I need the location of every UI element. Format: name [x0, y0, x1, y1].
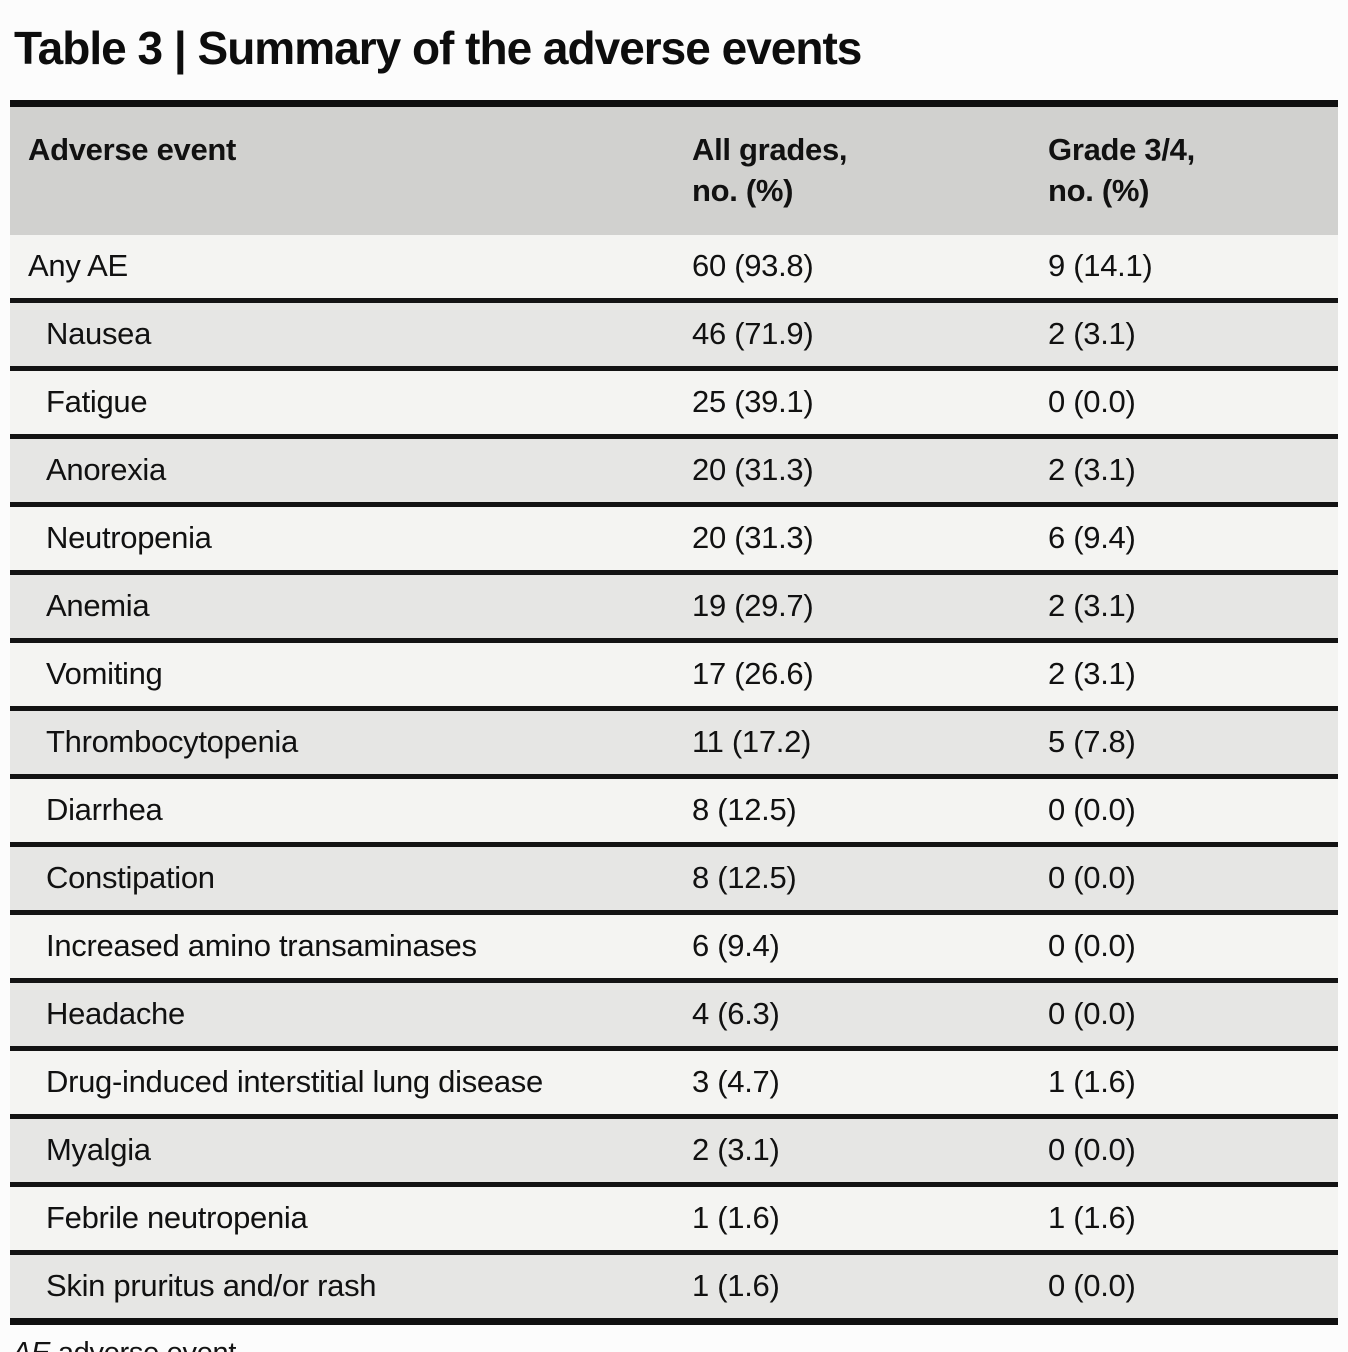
grade-3-4-cell: 0 (0.0) — [1048, 912, 1338, 981]
column-header-adverse-event: Adverse event — [10, 103, 692, 235]
grade-3-4-cell: 2 (3.1) — [1048, 300, 1338, 369]
adverse-event-cell: Drug-induced interstitial lung disease — [10, 1048, 692, 1117]
table-title: Table 3 | Summary of the adverse events — [14, 22, 862, 74]
grade-3-4-cell: 2 (3.1) — [1048, 436, 1338, 505]
table-row: Anemia 19 (29.7) 2 (3.1) — [10, 572, 1338, 641]
table-row: Anorexia 20 (31.3) 2 (3.1) — [10, 436, 1338, 505]
grade-3-4-cell: 1 (1.6) — [1048, 1048, 1338, 1117]
adverse-event-cell: Any AE — [10, 234, 692, 301]
all-grades-cell: 25 (39.1) — [692, 368, 1048, 437]
adverse-event-cell: Skin pruritus and/or rash — [10, 1252, 692, 1322]
adverse-event-cell: Neutropenia — [10, 504, 692, 573]
all-grades-cell: 46 (71.9) — [692, 300, 1048, 369]
all-grades-cell: 20 (31.3) — [692, 436, 1048, 505]
adverse-event-cell: Febrile neutropenia — [10, 1184, 692, 1253]
column-header-grade-3-4-line1: Grade 3/4, — [1048, 131, 1195, 167]
footnote-text: adverse event. — [50, 1337, 244, 1352]
all-grades-cell: 20 (31.3) — [692, 504, 1048, 573]
table-row: Constipation 8 (12.5) 0 (0.0) — [10, 844, 1338, 913]
table-row: Drug-induced interstitial lung disease 3… — [10, 1048, 1338, 1117]
adverse-event-cell: Diarrhea — [10, 776, 692, 845]
all-grades-cell: 8 (12.5) — [692, 844, 1048, 913]
table-row: Febrile neutropenia 1 (1.6) 1 (1.6) — [10, 1184, 1338, 1253]
column-header-all-grades: All grades, no. (%) — [692, 103, 1048, 235]
column-header-grade-3-4: Grade 3/4, no. (%) — [1048, 103, 1338, 235]
all-grades-cell: 17 (26.6) — [692, 640, 1048, 709]
table-row: Diarrhea 8 (12.5) 0 (0.0) — [10, 776, 1338, 845]
grade-3-4-cell: 9 (14.1) — [1048, 234, 1338, 301]
table-footnote: AE adverse event. — [12, 1337, 1348, 1352]
table-row: Headache 4 (6.3) 0 (0.0) — [10, 980, 1338, 1049]
grade-3-4-cell: 0 (0.0) — [1048, 776, 1338, 845]
grade-3-4-cell: 0 (0.0) — [1048, 844, 1338, 913]
adverse-event-cell: Anemia — [10, 572, 692, 641]
table-row: Neutropenia 20 (31.3) 6 (9.4) — [10, 504, 1338, 573]
all-grades-cell: 8 (12.5) — [692, 776, 1048, 845]
footnote-abbreviation: AE — [12, 1337, 50, 1352]
all-grades-cell: 1 (1.6) — [692, 1252, 1048, 1322]
all-grades-cell: 4 (6.3) — [692, 980, 1048, 1049]
table-row: Myalgia 2 (3.1) 0 (0.0) — [10, 1116, 1338, 1185]
all-grades-cell: 11 (17.2) — [692, 708, 1048, 777]
adverse-event-cell: Fatigue — [10, 368, 692, 437]
table-row: Nausea 46 (71.9) 2 (3.1) — [10, 300, 1338, 369]
grade-3-4-cell: 0 (0.0) — [1048, 1252, 1338, 1322]
table-header-row: Adverse event All grades, no. (%) Grade … — [10, 103, 1338, 235]
column-header-all-grades-line2: no. (%) — [692, 172, 794, 208]
table-row: Any AE 60 (93.8) 9 (14.1) — [10, 234, 1338, 301]
adverse-events-table: Adverse event All grades, no. (%) Grade … — [10, 99, 1338, 1325]
all-grades-cell: 3 (4.7) — [692, 1048, 1048, 1117]
grade-3-4-cell: 0 (0.0) — [1048, 980, 1338, 1049]
grade-3-4-cell: 1 (1.6) — [1048, 1184, 1338, 1253]
table-row: Increased amino transaminases 6 (9.4) 0 … — [10, 912, 1338, 981]
adverse-event-cell: Constipation — [10, 844, 692, 913]
adverse-event-cell: Headache — [10, 980, 692, 1049]
adverse-event-cell: Anorexia — [10, 436, 692, 505]
table-row: Vomiting 17 (26.6) 2 (3.1) — [10, 640, 1338, 709]
grade-3-4-cell: 6 (9.4) — [1048, 504, 1338, 573]
all-grades-cell: 1 (1.6) — [692, 1184, 1048, 1253]
column-header-all-grades-line1: All grades, — [692, 131, 848, 167]
table-row: Skin pruritus and/or rash 1 (1.6) 0 (0.0… — [10, 1252, 1338, 1322]
adverse-event-cell: Myalgia — [10, 1116, 692, 1185]
grade-3-4-cell: 2 (3.1) — [1048, 640, 1338, 709]
grade-3-4-cell: 0 (0.0) — [1048, 368, 1338, 437]
grade-3-4-cell: 2 (3.1) — [1048, 572, 1338, 641]
column-header-grade-3-4-line2: no. (%) — [1048, 172, 1150, 208]
adverse-event-cell: Increased amino transaminases — [10, 912, 692, 981]
grade-3-4-cell: 0 (0.0) — [1048, 1116, 1338, 1185]
adverse-event-cell: Nausea — [10, 300, 692, 369]
adverse-event-cell: Thrombocytopenia — [10, 708, 692, 777]
table-row: Thrombocytopenia 11 (17.2) 5 (7.8) — [10, 708, 1338, 777]
grade-3-4-cell: 5 (7.8) — [1048, 708, 1338, 777]
table-row: Fatigue 25 (39.1) 0 (0.0) — [10, 368, 1338, 437]
all-grades-cell: 19 (29.7) — [692, 572, 1048, 641]
all-grades-cell: 60 (93.8) — [692, 234, 1048, 301]
all-grades-cell: 6 (9.4) — [692, 912, 1048, 981]
all-grades-cell: 2 (3.1) — [692, 1116, 1048, 1185]
adverse-event-cell: Vomiting — [10, 640, 692, 709]
